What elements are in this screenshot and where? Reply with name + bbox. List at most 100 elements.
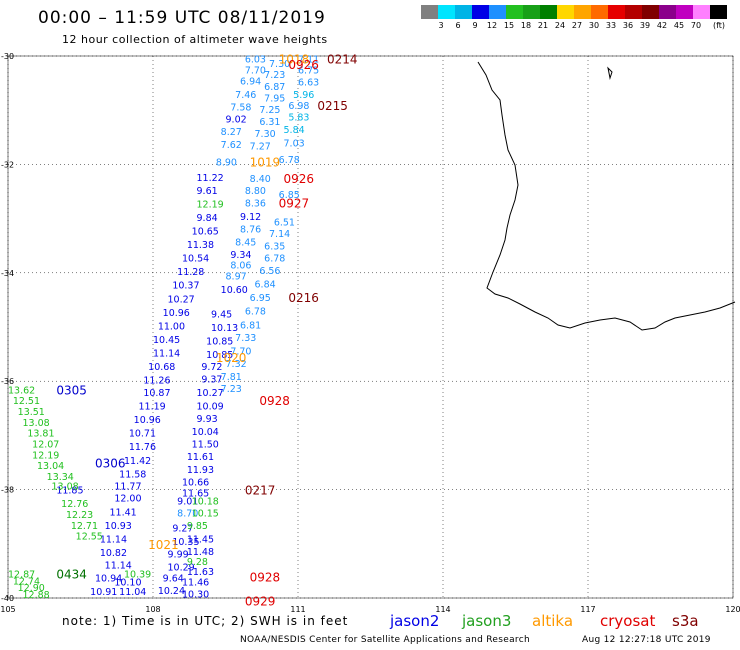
- swh-value: 7.27: [250, 141, 271, 152]
- swh-value: 10.85: [206, 337, 233, 348]
- swh-value: 10.15: [192, 508, 219, 519]
- axis-tick-labels: 105 108 111 114 117 120 -30 -32 -34 -36 -38 -40: [0, 52, 740, 614]
- swh-value: 10.68: [148, 362, 175, 373]
- lon-tick-label: 120: [725, 605, 740, 614]
- lat-tick-label: -34: [1, 269, 14, 278]
- legend-color-cell: [693, 5, 710, 19]
- swh-value: 11.46: [182, 578, 209, 589]
- swh-value: 7.23: [221, 384, 242, 395]
- lat-tick-label: -32: [1, 160, 14, 169]
- swh-value: 6.84: [255, 280, 276, 291]
- legend-color-cell: [472, 5, 489, 19]
- swh-value: 12.88: [23, 590, 50, 601]
- swh-value: 11.19: [139, 402, 166, 413]
- swh-value: 10.09: [197, 402, 224, 413]
- swh-value: 6.35: [264, 242, 285, 253]
- swh-value: 12.51: [13, 396, 40, 407]
- swh-value: 11.45: [187, 534, 214, 545]
- swh-value: 7.46: [235, 90, 256, 101]
- swh-value: 13.04: [37, 461, 64, 472]
- pass-time-label: 0929: [245, 595, 276, 609]
- swh-value: 9.27: [172, 524, 193, 535]
- swh-value: 11.04: [119, 587, 146, 598]
- swh-value: 9.02: [226, 114, 247, 125]
- swh-value: 12.90: [18, 583, 45, 594]
- swh-value: 12.87: [8, 570, 35, 581]
- swh-value: 12.74: [13, 577, 40, 588]
- swh-value: 8.06: [230, 261, 251, 272]
- lon-tick-label: 114: [435, 605, 450, 614]
- swh-value: 13.08: [23, 418, 50, 429]
- pass-time-label: 1019: [250, 156, 281, 170]
- swh-value: 9.01: [177, 496, 198, 507]
- swh-value: 8.40: [250, 174, 271, 185]
- swh-value: 7.81: [221, 372, 242, 383]
- color-scale-legend: [421, 5, 727, 19]
- swh-value: 10.60: [221, 285, 248, 296]
- swh-value: 8.36: [245, 198, 266, 209]
- swh-value: 10.71: [129, 429, 156, 440]
- swh-value: 6.75: [298, 66, 319, 77]
- swh-value: 9.64: [163, 573, 184, 584]
- swh-value: 11.93: [187, 465, 214, 476]
- lon-tick-label: 111: [290, 605, 305, 614]
- swh-value: 11.58: [119, 469, 146, 480]
- legend-color-cell: [506, 5, 523, 19]
- pass-time-label: 0306: [95, 457, 126, 471]
- note-text: note: 1) Time is in UTC; 2) SWH is in fe…: [62, 614, 349, 628]
- swh-value: 10.04: [192, 427, 219, 438]
- swh-value: 7.33: [235, 333, 256, 344]
- swh-value: 6.03: [245, 55, 266, 66]
- swh-value: 8.27: [221, 127, 242, 138]
- swh-value: 9.84: [197, 213, 218, 224]
- swh-value: 6.95: [250, 293, 271, 304]
- swh-value: 7.30: [255, 129, 276, 140]
- swh-value: 11.14: [100, 534, 127, 545]
- swh-value: 10.27: [197, 388, 224, 399]
- swh-value: 7.25: [259, 105, 280, 116]
- swh-value: 12.07: [32, 440, 59, 451]
- swh-value: 7.95: [264, 94, 285, 105]
- legend-color-cell: [574, 5, 591, 19]
- legend-color-cell: [540, 5, 557, 19]
- island-path: [607, 66, 613, 80]
- map-title: 00:00 – 11:59 UTC 08/11/2019: [38, 8, 326, 28]
- legend-label: 45: [673, 21, 685, 30]
- swh-value: 11.85: [56, 486, 83, 497]
- swh-value: 6.31: [259, 117, 280, 128]
- swh-value: 6.51: [274, 217, 295, 228]
- swh-value: 11.22: [197, 173, 224, 184]
- lat-tick-label: -40: [1, 594, 14, 603]
- legend-label: 24: [554, 21, 566, 30]
- swh-value: 7.70: [230, 346, 251, 357]
- coastline-path: [477, 61, 736, 331]
- swh-value: 13.08: [52, 481, 79, 492]
- legend-color-cell: [438, 5, 455, 19]
- swh-value: 8.45: [235, 237, 256, 248]
- swh-value: 10.13: [211, 323, 238, 334]
- lat-tick-label: -30: [1, 52, 14, 61]
- satellite-legend-jason2: jason2: [390, 612, 440, 630]
- legend-label: 27: [571, 21, 583, 30]
- swh-value: 8.80: [245, 186, 266, 197]
- map-frame: [7, 55, 734, 599]
- legend-label: 36: [622, 21, 634, 30]
- swh-value: 10.35: [172, 537, 199, 548]
- swh-value: 7.70: [245, 66, 266, 77]
- legend-label: 70: [690, 21, 702, 30]
- legend-color-cell: [591, 5, 608, 19]
- swh-value: 10.39: [124, 570, 151, 581]
- pass-time-label: 0928: [250, 570, 281, 584]
- swh-value: 8.97: [226, 272, 247, 283]
- swh-value: 9.12: [240, 212, 261, 223]
- swh-value: 11.48: [187, 547, 214, 558]
- swh-value: 6.98: [288, 101, 309, 112]
- swh-value: 12.23: [66, 510, 93, 521]
- swh-value: 6.87: [264, 82, 285, 93]
- legend-label: 18: [520, 21, 532, 30]
- swh-value: 8.90: [216, 158, 237, 169]
- swh-value: 8.70: [177, 508, 198, 519]
- swh-value: 7.03: [284, 139, 305, 150]
- map-subtitle: 12 hour collection of altimeter wave hei…: [62, 33, 328, 46]
